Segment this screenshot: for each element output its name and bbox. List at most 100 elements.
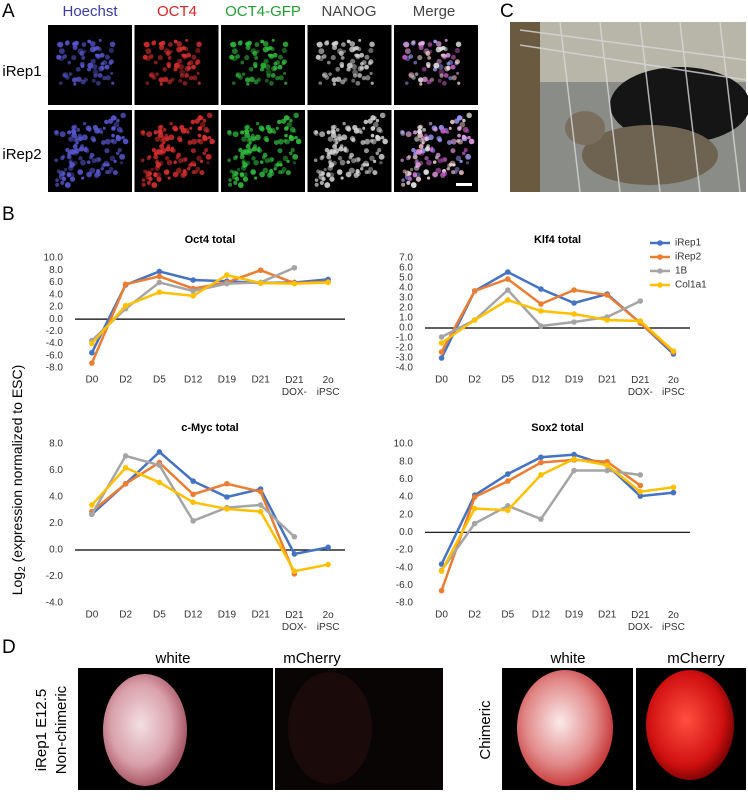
cell bbox=[283, 71, 287, 75]
cell bbox=[348, 167, 355, 174]
cell bbox=[227, 158, 231, 163]
cell bbox=[253, 144, 257, 149]
cell bbox=[104, 64, 110, 70]
cell bbox=[455, 41, 462, 48]
cell bbox=[443, 157, 448, 162]
cell bbox=[190, 119, 196, 125]
cell bbox=[167, 79, 173, 85]
cell bbox=[269, 80, 274, 86]
cell bbox=[349, 46, 356, 53]
point bbox=[538, 323, 544, 329]
cell bbox=[191, 138, 198, 145]
cell bbox=[236, 167, 241, 172]
cell bbox=[180, 127, 187, 134]
cell bbox=[425, 61, 431, 67]
cell bbox=[202, 118, 207, 123]
cell bbox=[66, 172, 71, 177]
cell bbox=[432, 171, 438, 178]
cell bbox=[60, 180, 65, 185]
cell bbox=[69, 148, 76, 155]
cell bbox=[442, 80, 447, 86]
cell bbox=[196, 155, 202, 162]
point bbox=[122, 453, 129, 459]
column-header: OCT4-GFP bbox=[225, 3, 301, 20]
cell bbox=[369, 71, 373, 75]
cell bbox=[187, 167, 191, 171]
cell bbox=[229, 54, 235, 60]
cell bbox=[181, 157, 187, 163]
cell bbox=[342, 121, 346, 126]
cell bbox=[332, 82, 336, 86]
cell bbox=[457, 133, 461, 138]
cell bbox=[183, 157, 188, 162]
cell bbox=[176, 46, 183, 53]
cell bbox=[352, 73, 358, 78]
cell bbox=[412, 154, 418, 160]
point bbox=[571, 300, 577, 306]
point bbox=[637, 488, 644, 495]
x-tick-label: D21 DOX- bbox=[628, 375, 653, 398]
cell bbox=[377, 148, 382, 153]
cell bbox=[332, 45, 338, 51]
point bbox=[438, 355, 445, 361]
cell bbox=[171, 148, 176, 153]
point bbox=[291, 568, 298, 574]
chart-title: Oct4 total bbox=[185, 234, 236, 246]
cell bbox=[244, 129, 249, 135]
cell bbox=[408, 54, 414, 59]
point bbox=[325, 561, 331, 568]
x-tick-label: D2 bbox=[119, 375, 132, 386]
point bbox=[291, 533, 298, 540]
cell bbox=[169, 121, 173, 126]
point bbox=[438, 568, 445, 574]
cell bbox=[406, 180, 411, 185]
cell bbox=[332, 144, 338, 149]
cell bbox=[146, 131, 153, 138]
cell bbox=[369, 155, 375, 162]
cell bbox=[330, 129, 336, 135]
cell bbox=[335, 76, 342, 83]
cell bbox=[240, 60, 245, 65]
cell bbox=[436, 135, 442, 142]
cell bbox=[172, 171, 179, 178]
cell bbox=[294, 135, 298, 140]
cell bbox=[369, 139, 374, 143]
cell bbox=[104, 54, 110, 60]
cell bbox=[249, 76, 255, 83]
embryo bbox=[646, 670, 734, 780]
cell bbox=[187, 163, 192, 168]
cell bbox=[438, 69, 445, 76]
cell bbox=[265, 69, 272, 76]
cell bbox=[335, 127, 340, 132]
cell bbox=[264, 64, 271, 70]
cell bbox=[104, 148, 110, 154]
x-tick-label: D19 bbox=[565, 610, 584, 621]
cell bbox=[196, 139, 201, 143]
cell bbox=[325, 40, 330, 44]
cell bbox=[467, 135, 471, 140]
cell bbox=[402, 54, 408, 60]
cell bbox=[290, 148, 295, 153]
cell bbox=[68, 136, 74, 142]
cell bbox=[229, 42, 233, 46]
cell bbox=[337, 156, 343, 161]
cell bbox=[185, 38, 189, 42]
cell bbox=[87, 62, 94, 69]
cell bbox=[259, 171, 265, 178]
cell bbox=[167, 176, 171, 180]
cell bbox=[454, 59, 460, 65]
cell bbox=[319, 180, 324, 185]
point bbox=[604, 467, 610, 474]
cell bbox=[156, 176, 162, 182]
cell bbox=[412, 172, 417, 177]
cell bbox=[401, 178, 405, 182]
cell bbox=[176, 135, 183, 142]
x-tick-label: D0 bbox=[435, 610, 448, 621]
cell bbox=[66, 154, 72, 160]
cell bbox=[176, 41, 183, 47]
x-tick-label: D5 bbox=[501, 610, 514, 621]
cell bbox=[453, 170, 458, 175]
cell bbox=[154, 136, 161, 142]
point bbox=[571, 451, 577, 458]
cell bbox=[90, 58, 96, 64]
